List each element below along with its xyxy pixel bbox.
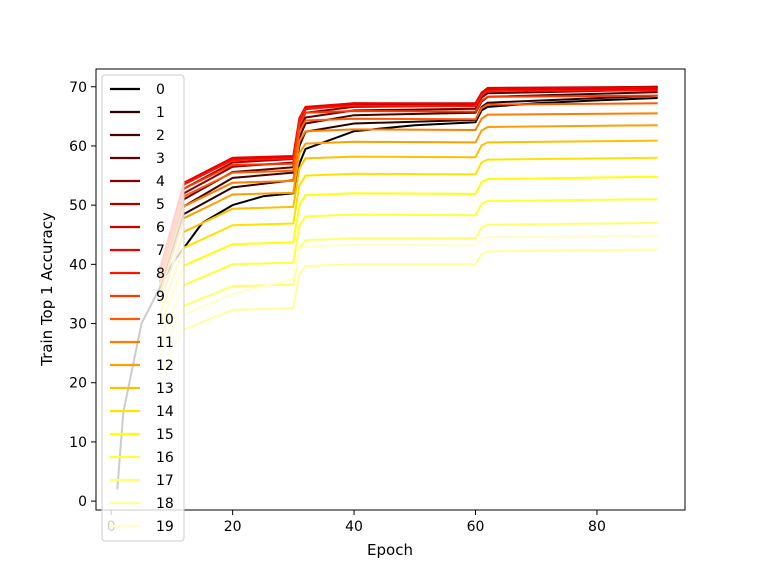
- plot-frame: [95, 68, 686, 511]
- legend-label-15: 15: [156, 427, 174, 443]
- y-tick-label: 30: [69, 317, 87, 333]
- y-tick-label: 20: [69, 376, 87, 392]
- legend-label-11: 11: [156, 335, 174, 351]
- series-line-12: [158, 124, 658, 295]
- legend-label-13: 13: [156, 381, 174, 397]
- legend-label-3: 3: [156, 151, 165, 167]
- legend-label-16: 16: [156, 450, 174, 466]
- y-tick-label: 70: [69, 80, 87, 96]
- legend-label-4: 4: [156, 174, 165, 190]
- legend-label-10: 10: [156, 312, 174, 328]
- legend-label-12: 12: [156, 358, 174, 374]
- legend-label-8: 8: [156, 266, 165, 282]
- y-axis-ticks: 0 10 20 30 40 50 60 70: [69, 80, 96, 510]
- series-line-17: [158, 221, 658, 357]
- x-tick-label: 80: [588, 519, 606, 535]
- series-line-16: [158, 198, 658, 342]
- x-tick-label: 40: [345, 519, 363, 535]
- legend-label-9: 9: [156, 289, 165, 305]
- legend-label-14: 14: [156, 404, 174, 420]
- legend-label-6: 6: [156, 220, 165, 236]
- series-line-7: [158, 86, 658, 271]
- legend-label-17: 17: [156, 473, 174, 489]
- y-axis-label: Train Top 1 Accuracy: [38, 212, 56, 367]
- series-line-15: [158, 175, 658, 327]
- legend-label-7: 7: [156, 243, 165, 259]
- series-line-9: [158, 94, 658, 274]
- y-tick-label: 40: [69, 257, 87, 273]
- legend-label-0: 0: [156, 82, 165, 98]
- legend-label-18: 18: [156, 496, 174, 512]
- series-line-13: [158, 139, 658, 304]
- series-line-14: [158, 156, 658, 316]
- y-tick-label: 0: [78, 494, 87, 510]
- x-tick-label: 60: [467, 519, 485, 535]
- y-tick-label: 50: [69, 198, 87, 214]
- x-tick-label: 20: [224, 519, 242, 535]
- y-tick-label: 60: [69, 139, 87, 155]
- series-lines: [116, 85, 658, 490]
- series-line-11: [158, 112, 658, 286]
- series-line-10: [158, 102, 658, 280]
- y-tick-label: 10: [69, 435, 87, 451]
- legend-label-1: 1: [156, 105, 165, 121]
- legend-label-5: 5: [156, 197, 165, 213]
- legend-box: [101, 74, 185, 542]
- legend-label-19: 19: [156, 519, 174, 535]
- x-axis-label: Epoch: [367, 541, 413, 559]
- series-line-8: [158, 89, 658, 271]
- series-line-18: [158, 248, 658, 375]
- series-line-19: [158, 234, 658, 395]
- legend-label-2: 2: [156, 128, 165, 144]
